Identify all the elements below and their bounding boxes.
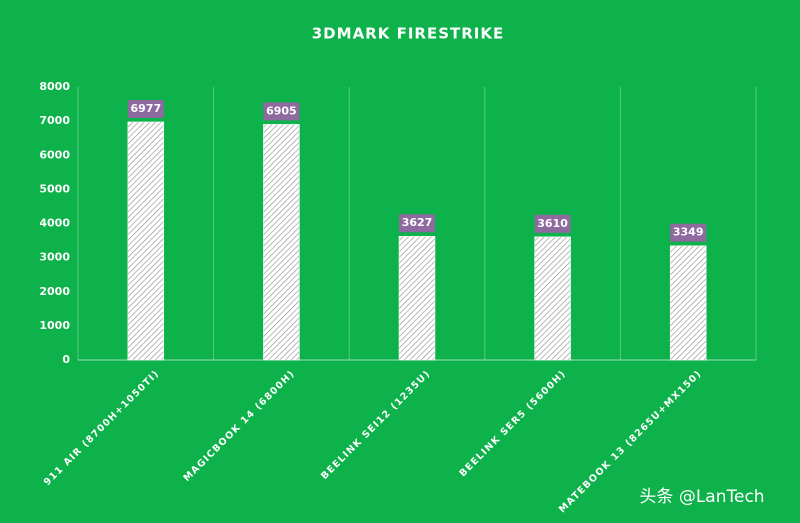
y-tick-label: 6000 bbox=[39, 148, 70, 161]
y-tick-label: 0 bbox=[62, 353, 70, 366]
value-label-box bbox=[534, 214, 571, 233]
y-tick-label: 8000 bbox=[39, 80, 70, 93]
value-label-box bbox=[670, 223, 707, 242]
value-label-box bbox=[127, 99, 164, 118]
value-label-box bbox=[263, 102, 300, 121]
y-tick-label: 1000 bbox=[39, 319, 70, 332]
bar bbox=[669, 245, 707, 361]
bar bbox=[398, 235, 436, 361]
watermark: 头条 @LanTech bbox=[639, 487, 764, 507]
value-label: 3610 bbox=[537, 217, 568, 230]
value-label-box bbox=[399, 214, 435, 233]
bar bbox=[534, 236, 571, 361]
y-tick-label: 5000 bbox=[39, 182, 70, 195]
bar bbox=[127, 121, 165, 361]
y-tick-label: 2000 bbox=[39, 285, 70, 298]
value-label: 3349 bbox=[673, 226, 704, 239]
value-label: 6905 bbox=[266, 104, 297, 117]
bar bbox=[263, 124, 300, 361]
y-tick-label: 3000 bbox=[39, 251, 70, 264]
value-label: 6977 bbox=[130, 102, 161, 115]
chart-title: 3DMARK FIRESTRIKE bbox=[312, 25, 504, 43]
value-label: 3627 bbox=[402, 216, 433, 229]
y-tick-label: 7000 bbox=[39, 114, 70, 127]
y-tick-label: 4000 bbox=[39, 217, 70, 230]
